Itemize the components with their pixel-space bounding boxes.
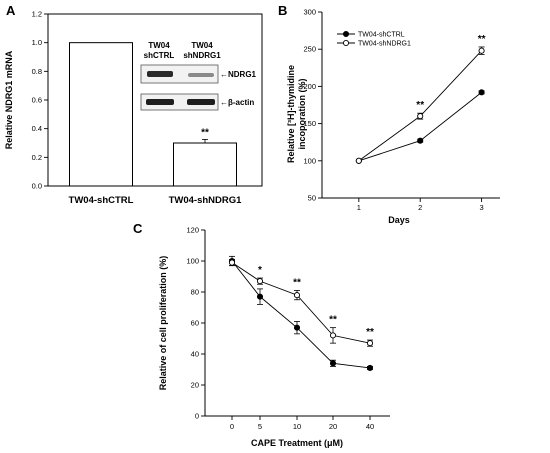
panel-b-y-tick-label: 200 <box>303 82 316 91</box>
legend-marker-2 <box>342 39 350 47</box>
panel-c-point-s2-3 <box>293 292 301 299</box>
panel-b-letter: B <box>278 3 287 18</box>
panel-c-x-tick-label: 10 <box>293 422 301 431</box>
panel-c-significance-5: ** <box>366 327 374 338</box>
panel-a-y-tick-label: 0.2 <box>32 153 42 162</box>
panel-c-point-s1-3 <box>293 324 301 331</box>
panel-c-point-s2-2 <box>256 278 264 285</box>
panel-c-y-tick-label: 100 <box>186 257 199 266</box>
panel-a-bar-2 <box>173 142 237 187</box>
panel-b-legend: TW04-shCTRL TW04-shNDRG1 <box>337 30 411 48</box>
panel-b-y-tick-label: 50 <box>308 194 316 203</box>
blot-ndrg1-strip <box>140 64 219 84</box>
blot-lane2-label-line1: TW04 <box>191 41 213 50</box>
panel-b-y-axis-label-line2: incoporation (%) <box>297 79 307 150</box>
panel-c-significance-3: ** <box>293 277 301 288</box>
panel-c-y-tick-label: 60 <box>191 319 199 328</box>
panel-c-x-tick-label: 20 <box>329 422 337 431</box>
panel-a-y-tick-label: 1.0 <box>32 38 42 47</box>
panel-c-y-tick-label: 0 <box>195 412 199 421</box>
panel-c-y-tick-label: 120 <box>186 226 199 235</box>
panel-a-bar-1 <box>69 42 133 187</box>
panel-c-point-s1-5 <box>366 364 374 372</box>
panel-c-y-tick-label: 20 <box>191 381 199 390</box>
legend-marker-1 <box>342 30 350 38</box>
panel-c-point-s2-5 <box>366 340 374 347</box>
blot-actin-band-kd <box>187 99 215 105</box>
legend-label-2: TW04-shNDRG1 <box>358 41 411 48</box>
panel-b-point-s2-1 <box>355 157 362 164</box>
panel-c-point-s1-2 <box>256 293 264 300</box>
panel-b-x-tick-label: 1 <box>357 203 361 212</box>
panel-a-y-tick-label: 0.6 <box>32 96 42 105</box>
panel-b: B Relative [³H]-thymidine incoporation (… <box>278 3 500 225</box>
panel-c-x-tick-label: 0 <box>230 422 234 431</box>
blot-actin-strip <box>140 93 219 111</box>
panel-c-significance-4: ** <box>329 315 337 326</box>
legend-label-1: TW04-shCTRL <box>358 32 405 39</box>
panel-c-series-line-1 <box>231 260 371 369</box>
panel-c-y-tick-label: 80 <box>191 288 199 297</box>
panel-b-y-tick-label: 300 <box>303 8 316 17</box>
blot-ndrg1-label: ←NDRG1 <box>220 70 257 79</box>
blot-lane1-label-line2: shCTRL <box>144 51 175 60</box>
blot-actin-band-ctrl <box>146 99 174 105</box>
panel-b-point-s2-3 <box>478 47 485 54</box>
panel-b-point-s1-3 <box>478 89 485 96</box>
panel-c-point-s1-4 <box>329 360 337 367</box>
panel-a-y-tick-label: 1.2 <box>32 10 42 19</box>
panel-b-x-tick-label: 2 <box>418 203 422 212</box>
panel-c-y-axis-label: Relative of cell proliferation (%) <box>158 256 168 391</box>
panel-b-x-tick-label: 3 <box>480 203 484 212</box>
panel-a-letter: A <box>6 3 16 18</box>
panel-b-y-tick-label: 100 <box>303 156 316 165</box>
panel-b-significance-3: ** <box>478 34 486 45</box>
panel-a-y-tick-label: 0.0 <box>32 182 42 191</box>
panel-b-point-s2-2 <box>417 113 424 120</box>
panel-c-significance-2: * <box>258 265 262 276</box>
panel-c-point-s2-4 <box>329 332 337 339</box>
panel-c-x-tick-label: 40 <box>366 422 374 431</box>
panel-a-y-tick-label: 0.8 <box>32 67 42 76</box>
blot-ndrg1-band-kd <box>188 73 214 77</box>
panel-c-x-axis-label: CAPE Treatment (μM) <box>251 438 343 448</box>
blot-actin-label: ←β-actin <box>220 98 254 107</box>
panel-a-category-label-1: TW04-shCTRL <box>69 195 134 206</box>
panel-b-y-axis-label-line1: Relative [³H]-thymidine <box>286 65 296 163</box>
blot-lane2-label-line2: shNDRG1 <box>183 51 221 60</box>
blot-ndrg1-band-ctrl <box>147 71 173 77</box>
blot-lane1-label-line1: TW04 <box>148 41 170 50</box>
western-blot-inset: TW04 shCTRL TW04 shNDRG1 ←NDRG1 ←β-actin <box>140 41 257 111</box>
panel-b-y-tick-label: 150 <box>303 119 316 128</box>
panel-c: C Relative of cell proliferation (%) CAP… <box>133 221 390 448</box>
panel-a: A Relative NDRG1 mRNA 0.0 0.2 0.4 0.6 0.8 1.0… <box>4 3 263 206</box>
panel-c-point-s2-1 <box>228 259 236 266</box>
panel-c-letter: C <box>133 221 143 236</box>
panel-b-y-tick-label: 250 <box>303 45 316 54</box>
panel-b-significance-2: ** <box>416 100 424 111</box>
panel-a-category-label-2: TW04-shNDRG1 <box>169 195 243 206</box>
panel-b-point-s1-2 <box>417 137 424 144</box>
panel-c-x-tick-label: 5 <box>258 422 262 431</box>
panel-a-y-axis-label: Relative NDRG1 mRNA <box>4 50 14 149</box>
panel-a-significance-2: ** <box>201 127 209 138</box>
panel-a-y-tick-label: 0.4 <box>32 124 42 133</box>
panel-b-x-axis-label: Days <box>388 215 410 225</box>
panel-c-y-tick-label: 40 <box>191 350 199 359</box>
